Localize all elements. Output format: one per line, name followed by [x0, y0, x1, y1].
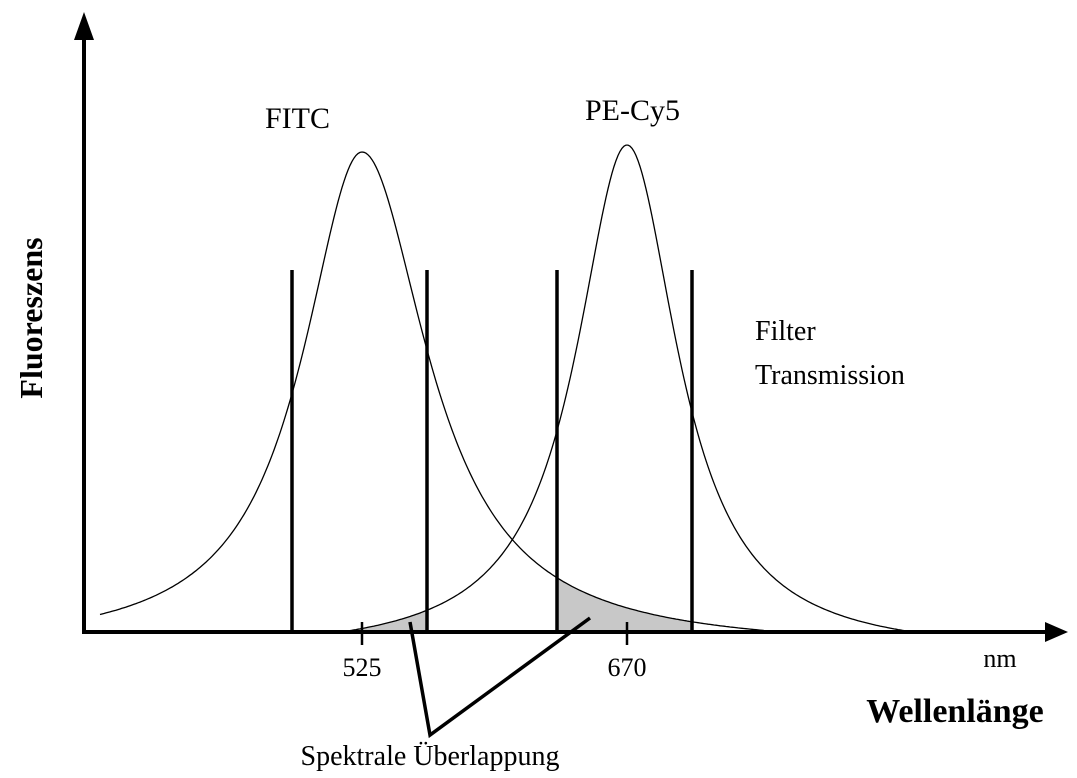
x-unit: nm	[983, 644, 1016, 673]
filter-label: Transmission	[755, 360, 905, 391]
pecy5-curve	[300, 144, 940, 633]
overlap-label: Spektrale Überlappung	[301, 741, 560, 772]
axes	[82, 35, 1050, 645]
fitc-curve	[99, 151, 840, 633]
pointer	[408, 616, 592, 739]
overlap-area	[557, 577, 692, 632]
x-mark-label: 525	[343, 653, 382, 682]
filters	[290, 270, 694, 632]
y-axis-label: Fluoreszens	[13, 237, 49, 398]
overlap-areas	[300, 577, 692, 632]
curve-label: PE-Cy5	[585, 94, 680, 127]
y-arrow	[74, 12, 94, 40]
x-arrow	[1045, 622, 1068, 642]
curve-label: FITC	[265, 102, 330, 135]
filter-label: Filter	[755, 316, 816, 347]
overlap-area	[300, 610, 427, 632]
x-axis-label: Wellenlänge	[866, 693, 1044, 730]
x-mark-label: 670	[608, 653, 647, 682]
